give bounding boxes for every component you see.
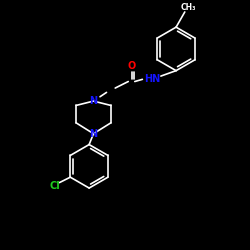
Text: O: O xyxy=(128,61,136,71)
Text: Cl: Cl xyxy=(50,181,60,191)
Text: CH₃: CH₃ xyxy=(180,3,196,12)
Text: HN: HN xyxy=(144,74,160,84)
Text: N: N xyxy=(90,129,98,139)
Text: N: N xyxy=(90,96,98,106)
